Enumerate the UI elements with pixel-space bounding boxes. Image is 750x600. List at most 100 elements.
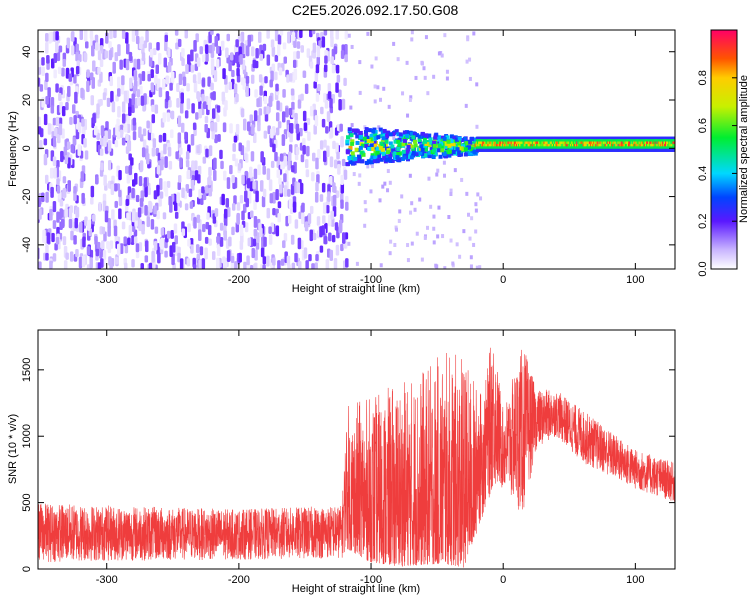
spectrogram-cell bbox=[369, 160, 374, 165]
spectrogram-cell bbox=[388, 132, 393, 137]
spectrogram-cell bbox=[125, 133, 129, 142]
spectrogram-cell bbox=[418, 150, 423, 155]
spectrogram-cell bbox=[252, 238, 257, 247]
spectrogram-cell bbox=[435, 172, 439, 177]
spectrogram-y-axis-label: Frequency (Hz) bbox=[7, 111, 19, 187]
spectrogram-cell bbox=[89, 257, 93, 269]
spectrogram-cell bbox=[404, 130, 409, 135]
spectrogram-cell bbox=[213, 169, 217, 181]
spectrogram-cell bbox=[121, 221, 126, 230]
spectrogram-cell bbox=[283, 173, 287, 183]
spectrogram-cell bbox=[168, 99, 172, 108]
spectrogram-cell bbox=[192, 122, 197, 131]
spectrogram-cell bbox=[125, 58, 130, 71]
spectrogram-cell bbox=[207, 76, 211, 87]
spectrogram-cell bbox=[347, 33, 351, 38]
spectrogram-cell bbox=[86, 69, 90, 78]
spectrogram-cell bbox=[376, 135, 381, 140]
spectrogram-cell bbox=[374, 56, 378, 61]
spectrogram-cell bbox=[355, 140, 360, 145]
spectrogram-cell bbox=[163, 181, 167, 192]
spectrogram-cell bbox=[370, 146, 375, 151]
spectrogram-cell bbox=[203, 101, 207, 110]
spectrogram-cell bbox=[397, 142, 402, 147]
spectrogram-cell bbox=[385, 130, 390, 135]
spectrogram-cell bbox=[78, 256, 83, 269]
spectrogram-cell bbox=[422, 144, 427, 149]
spectrogram-cell bbox=[408, 97, 412, 102]
spectrogram-cell bbox=[131, 224, 136, 232]
spectrogram-cell bbox=[53, 69, 57, 79]
spectrogram-cell bbox=[328, 232, 332, 242]
spectrogram-cell bbox=[309, 229, 314, 242]
spectrogram-cell bbox=[228, 61, 232, 72]
spectrogram-cell bbox=[467, 212, 471, 217]
spectrogram-cell bbox=[214, 208, 219, 217]
spectrogram-cell bbox=[43, 138, 48, 146]
spectrogram-cell bbox=[168, 160, 173, 170]
spectrogram-cell bbox=[433, 152, 438, 157]
spectrogram-cell bbox=[405, 60, 409, 65]
spectrogram-cell bbox=[455, 137, 460, 142]
spectrogram-cell bbox=[121, 137, 126, 146]
spectrogram-cell bbox=[281, 111, 286, 123]
spectrogram-cell bbox=[179, 157, 183, 168]
spectrogram-cell bbox=[324, 99, 329, 109]
spectrogram-cell bbox=[235, 39, 239, 48]
spectrogram-cell bbox=[459, 138, 464, 143]
spectrogram-cell bbox=[148, 55, 153, 67]
spectrogram-cell bbox=[253, 228, 258, 237]
spectrogram-cell bbox=[297, 99, 302, 109]
spectrogram-cell bbox=[274, 30, 279, 42]
spectrogram-cell bbox=[162, 132, 167, 142]
spectrogram-cell bbox=[223, 170, 227, 181]
spectrogram-cell bbox=[375, 150, 380, 155]
spectrogram-cell bbox=[114, 256, 119, 265]
spectrogram-cell bbox=[413, 207, 417, 212]
spectrogram-cell bbox=[254, 60, 259, 69]
spectrogram-cell bbox=[287, 263, 291, 269]
spectrogram-cell bbox=[56, 185, 61, 194]
spectrogram-cell bbox=[229, 165, 233, 175]
spectrogram-cell bbox=[242, 118, 247, 131]
spectrogram-cell bbox=[357, 181, 361, 186]
spectrogram-cell bbox=[352, 172, 356, 177]
spectrogram-cell bbox=[70, 230, 74, 241]
spectrogram-cell bbox=[195, 33, 199, 43]
spectrogram-cell bbox=[673, 136, 675, 140]
spectrogram-cell bbox=[383, 181, 387, 186]
spectrogram-cell bbox=[162, 212, 167, 220]
spectrogram-cell bbox=[372, 139, 377, 144]
spectrogram-cell bbox=[55, 236, 60, 245]
spectrogram-cell bbox=[205, 44, 209, 55]
spectrogram-cell bbox=[299, 127, 303, 137]
spectrogram-cell bbox=[364, 138, 369, 143]
spectrogram-cell bbox=[149, 48, 154, 58]
spectrogram-cell bbox=[409, 131, 414, 136]
spectrogram-cell bbox=[250, 151, 255, 162]
spectrogram-cell bbox=[184, 203, 189, 211]
spectrogram-cell bbox=[41, 66, 45, 77]
spectrogram-cell bbox=[405, 157, 410, 162]
spectrogram-cell bbox=[347, 127, 352, 132]
spectrogram-cell bbox=[258, 108, 263, 116]
spectrogram-cell bbox=[299, 182, 304, 195]
spectrogram-cell bbox=[201, 54, 206, 63]
spectrogram-cell bbox=[420, 134, 425, 139]
spectrogram-cell bbox=[330, 210, 334, 220]
spectrogram-cell bbox=[348, 137, 352, 142]
spectrogram-cell bbox=[50, 97, 55, 108]
spectrogram-cell bbox=[151, 104, 155, 113]
spectrogram-cell bbox=[133, 236, 138, 244]
spectrogram-cell bbox=[384, 155, 389, 160]
spectrogram-cell bbox=[141, 147, 146, 158]
spectrogram-cell bbox=[216, 45, 220, 54]
spectrogram-cell bbox=[364, 144, 369, 149]
spectrogram-cell bbox=[253, 199, 257, 211]
spectrogram-cell bbox=[147, 187, 151, 196]
spectrogram-cell bbox=[274, 54, 279, 62]
spectrogram-cell bbox=[123, 90, 128, 102]
spectrogram-cell bbox=[210, 58, 215, 70]
spectrogram-cell bbox=[396, 157, 401, 162]
spectrogram-cell bbox=[219, 237, 224, 247]
